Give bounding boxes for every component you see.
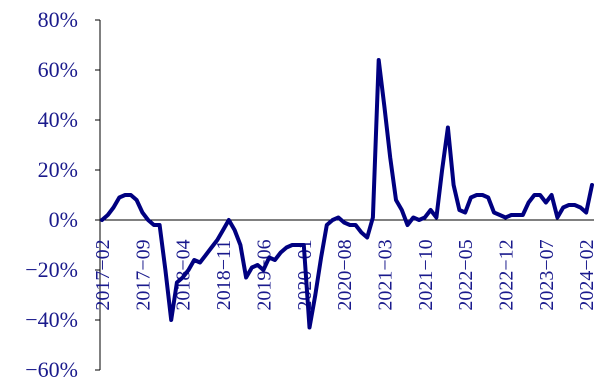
series-line bbox=[100, 58, 594, 330]
x-tick-label: 2020−08 bbox=[334, 239, 356, 310]
x-tick-label: 2017−02 bbox=[92, 239, 114, 310]
y-axis-tick-labels: 80% 60% 40% 20% 0% −20% −40% −60% bbox=[25, 7, 78, 382]
x-tick-label: 2022−05 bbox=[455, 239, 477, 310]
y-tick-label: 80% bbox=[38, 7, 78, 32]
x-tick-label: 2018−11 bbox=[213, 240, 235, 311]
x-tick-label: 2021−10 bbox=[415, 239, 437, 310]
y-tick-label: 0% bbox=[49, 207, 78, 232]
y-tick-label: −60% bbox=[25, 357, 78, 382]
series-layer bbox=[100, 58, 594, 330]
y-tick-label: −20% bbox=[25, 257, 78, 282]
x-tick-label: 2019−06 bbox=[253, 239, 275, 310]
y-tick-label: 60% bbox=[38, 57, 78, 82]
x-tick-label: 2024−02 bbox=[576, 239, 598, 310]
x-tick-label: 2022−12 bbox=[496, 239, 518, 310]
y-tick-label: −40% bbox=[25, 307, 78, 332]
x-tick-label: 2021−03 bbox=[374, 239, 396, 310]
axes bbox=[95, 19, 594, 371]
x-tick-label: 2017−09 bbox=[132, 239, 154, 310]
y-tick-label: 40% bbox=[38, 107, 78, 132]
x-tick-label: 2023−07 bbox=[536, 239, 558, 310]
y-tick-label: 20% bbox=[38, 157, 78, 182]
